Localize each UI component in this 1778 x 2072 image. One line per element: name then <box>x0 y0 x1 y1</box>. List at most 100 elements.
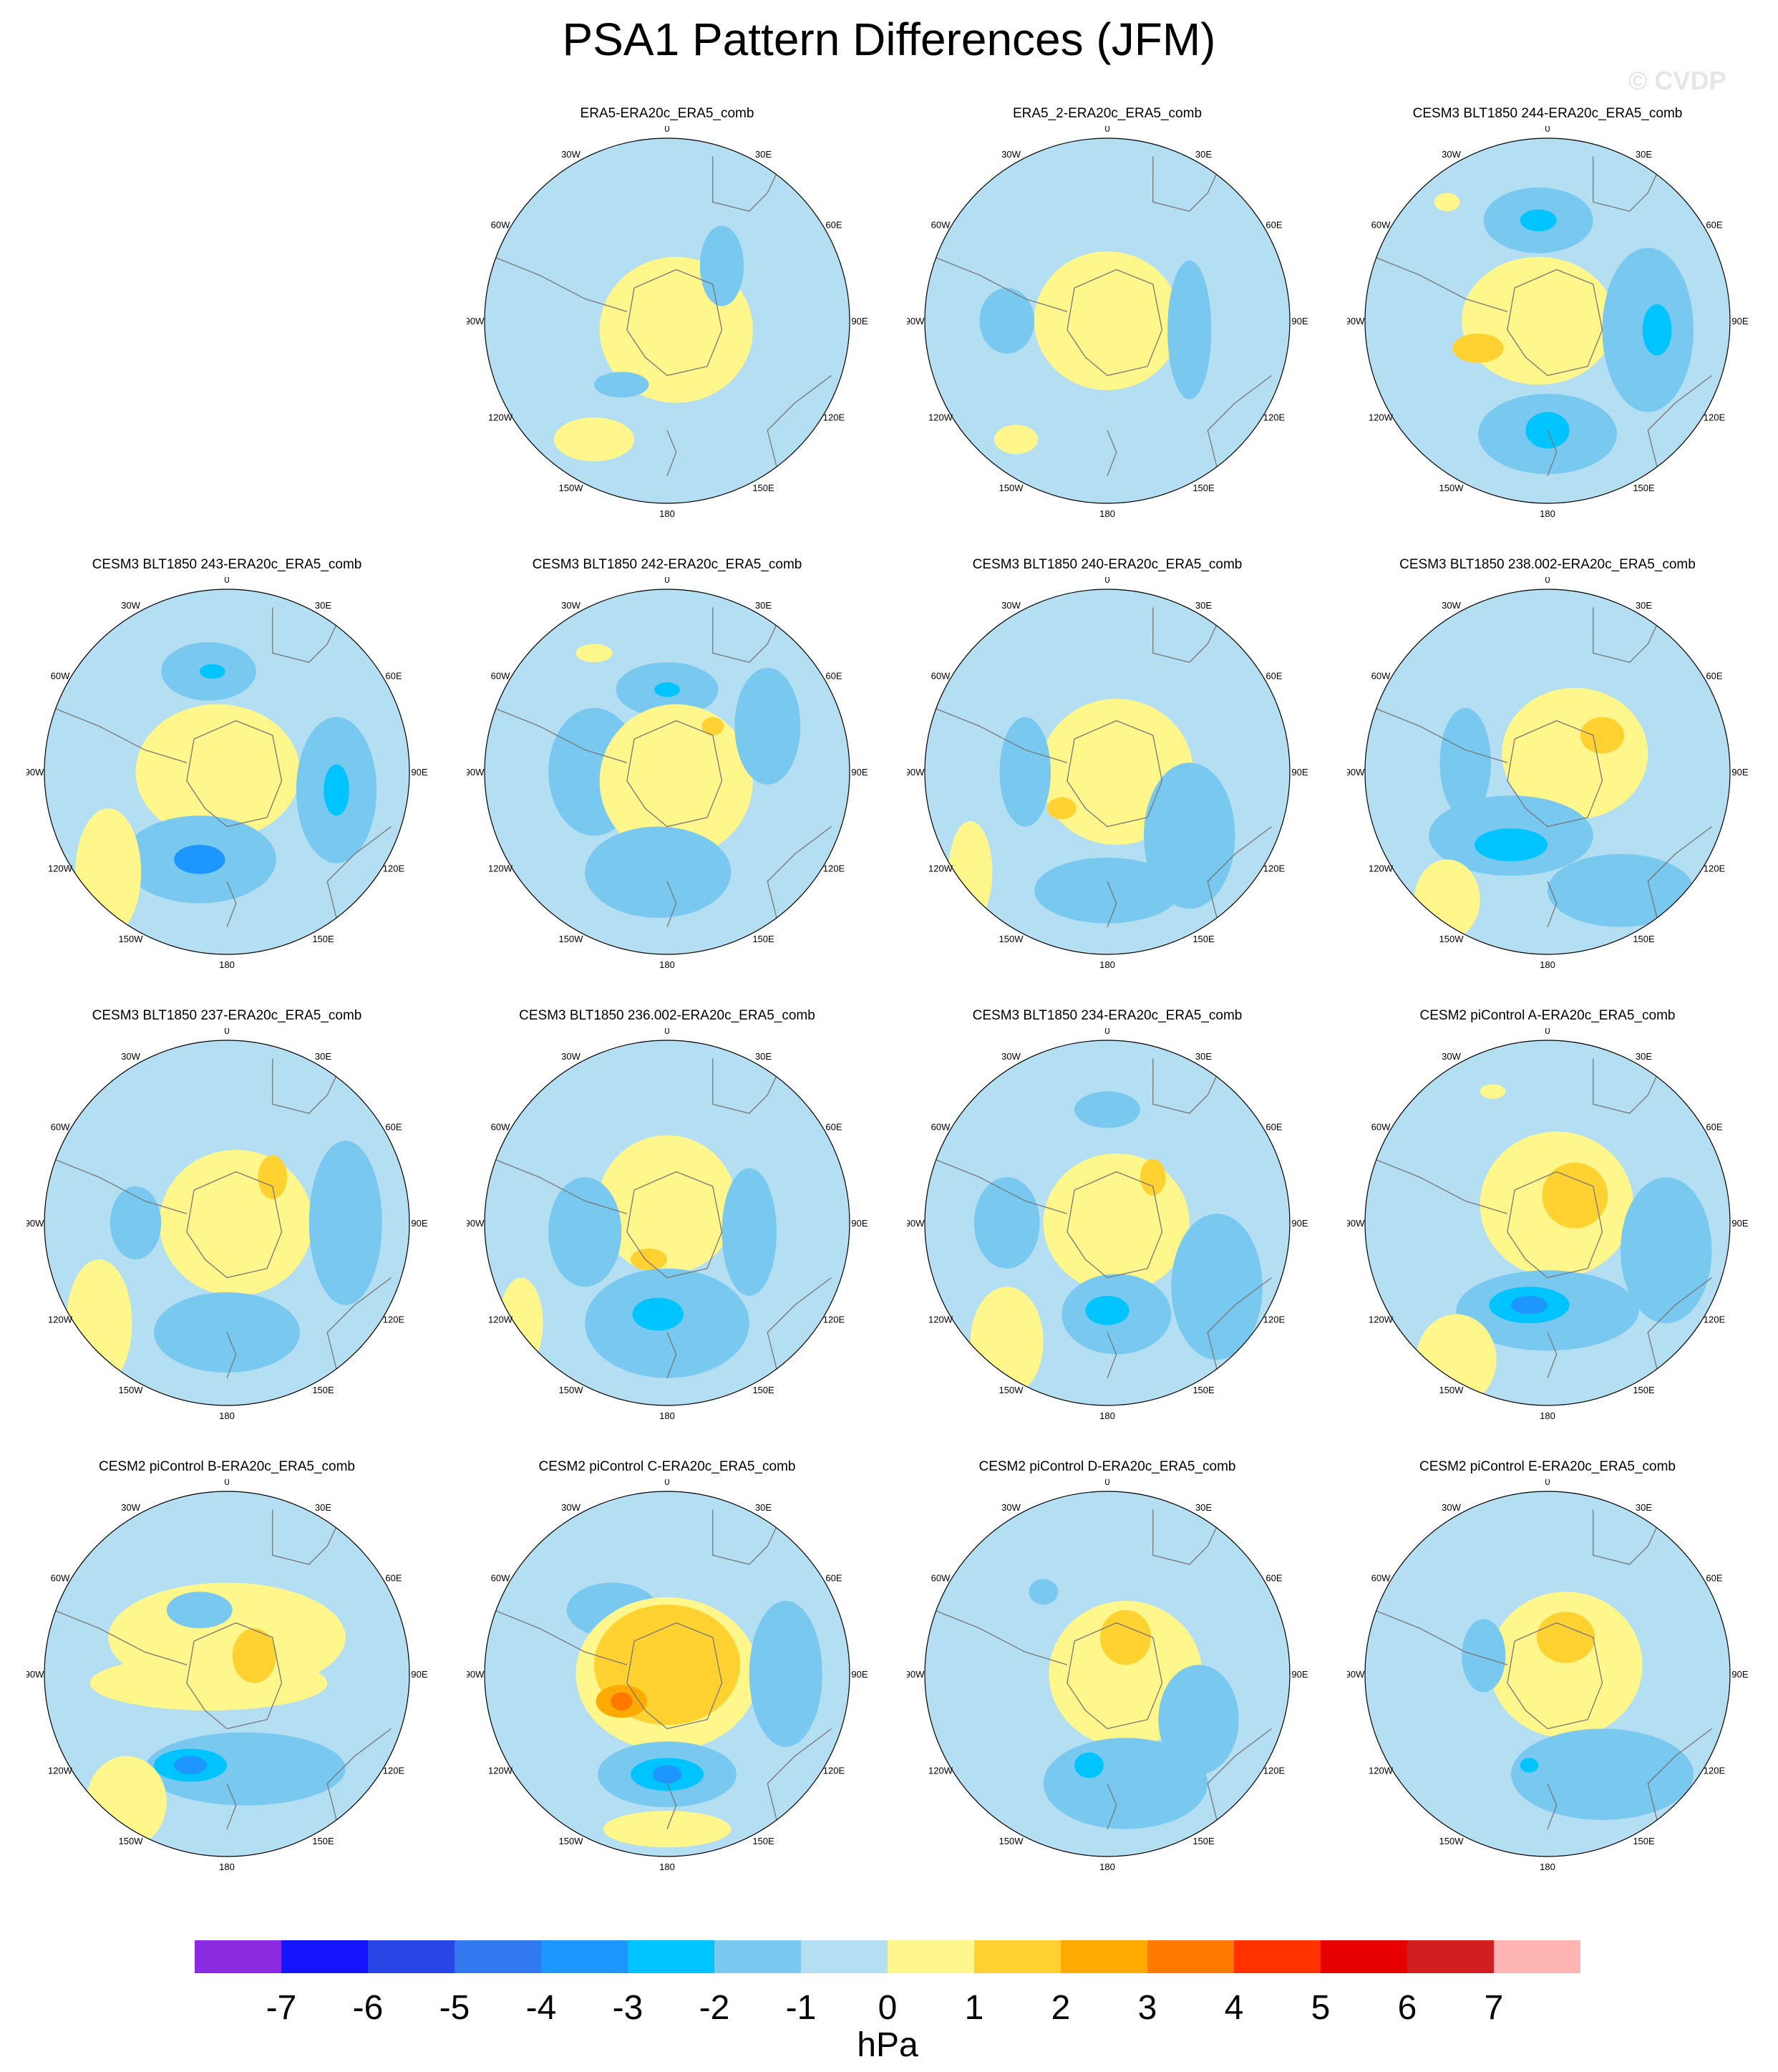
longitude-label: 150E <box>1633 934 1655 944</box>
contour-region <box>1074 1752 1104 1778</box>
coastline <box>326 826 392 919</box>
polar-map: 0 30E 60E 90E 120E 150E 180 150W 120W 90W 60W 30W <box>907 126 1308 519</box>
longitude-label: 150E <box>1633 1836 1655 1846</box>
longitude-label: 150W <box>119 1836 144 1846</box>
longitude-label: 0 <box>664 1479 669 1487</box>
contour-region <box>1462 256 1616 385</box>
contour-region <box>632 1297 684 1331</box>
coastline <box>933 1158 1068 1214</box>
longitude-label: 150E <box>1192 1836 1215 1846</box>
coastline <box>1152 1058 1221 1114</box>
longitude-label: 30E <box>1636 1051 1652 1062</box>
longitude-label: 180 <box>1540 1410 1555 1421</box>
panel-title: CESM2 piControl B-ERA20c_ERA5_comb <box>99 1459 355 1474</box>
longitude-label: 30E <box>315 600 331 611</box>
longitude-label: 150E <box>752 1836 774 1846</box>
coastline <box>1067 268 1163 377</box>
longitude-label: 30W <box>121 1502 140 1513</box>
longitude-label: 30W <box>1001 600 1021 611</box>
colorbar-swatch <box>1147 1940 1234 1973</box>
polar-map: 0 30E 60E 90E 120E 150E 180 150W 120W 90W 60W 30W <box>467 577 868 970</box>
coastline <box>1547 1783 1558 1829</box>
longitude-label: 120E <box>823 412 845 423</box>
longitude-label: 150W <box>999 1385 1024 1395</box>
longitude-label: 120E <box>823 1315 845 1325</box>
contour-region <box>174 845 225 874</box>
map-border <box>924 137 1291 504</box>
map-panel: CESM3 BLT1850 243-ERA20c_ERA5_comb 0 30E 60… <box>26 557 427 987</box>
colorbar-swatch <box>1407 1940 1494 1973</box>
contour-region <box>199 664 225 679</box>
longitude-label: 150E <box>752 483 774 493</box>
contour-region <box>652 1765 682 1783</box>
contour-region <box>1043 1153 1190 1292</box>
longitude-label: 150E <box>752 934 774 944</box>
longitude-label: 150W <box>999 1836 1024 1846</box>
longitude-label: 90E <box>1731 1669 1748 1680</box>
coastline <box>626 720 723 828</box>
contour-region <box>979 288 1034 354</box>
coastline <box>666 430 677 476</box>
longitude-label: 120E <box>1263 1766 1286 1776</box>
coastline <box>1107 1332 1117 1378</box>
longitude-label: 60W <box>931 1573 951 1584</box>
coastline <box>767 826 832 919</box>
contour-region <box>89 1655 328 1710</box>
coastline <box>933 256 1068 312</box>
coastline <box>1374 256 1508 312</box>
colorbar-swatch <box>1234 1940 1321 1973</box>
coastline <box>1107 1783 1117 1829</box>
longitude-label: 120W <box>928 412 953 423</box>
longitude-label: 120W <box>1369 1766 1394 1776</box>
longitude-label: 150E <box>1633 1385 1655 1395</box>
longitude-label: 60E <box>1266 671 1282 682</box>
polar-map: 0 30E 60E 90E 120E 150E 180 150W 120W 90W 60W 30W <box>467 1028 868 1421</box>
map-border <box>1364 137 1731 504</box>
contour-region <box>75 808 142 936</box>
longitude-label: 30W <box>121 600 140 611</box>
longitude-label: 90E <box>411 1669 427 1680</box>
map-border <box>44 1040 410 1406</box>
contour-region <box>1099 1609 1152 1665</box>
longitude-label: 90E <box>411 1218 427 1229</box>
longitude-label: 30E <box>1636 1502 1652 1513</box>
coastline <box>767 374 832 468</box>
coastline <box>1507 1171 1603 1279</box>
map-panel: CESM3 BLT1850 242-ERA20c_ERA5_comb 0 30E 60… <box>467 557 868 987</box>
contour-region <box>749 1601 822 1747</box>
colorbar-swatch <box>888 1940 974 1973</box>
coastline <box>712 156 781 212</box>
contour-region <box>1034 251 1180 390</box>
longitude-label: 150E <box>312 1836 334 1846</box>
longitude-label: 30W <box>1442 600 1461 611</box>
longitude-label: 90W <box>467 1669 485 1680</box>
coastline <box>1207 1728 1272 1821</box>
longitude-label: 60W <box>491 671 510 682</box>
coastline <box>1547 881 1558 927</box>
longitude-label: 90W <box>907 1218 925 1229</box>
longitude-label: 0 <box>1545 577 1550 585</box>
contour-region <box>1548 853 1694 927</box>
panel-title: CESM2 piControl D-ERA20c_ERA5_comb <box>978 1459 1236 1474</box>
colorbar-swatch <box>1061 1940 1147 1973</box>
coastline <box>53 1609 188 1665</box>
colorbar-swatch <box>368 1940 455 1973</box>
longitude-label: 180 <box>1099 508 1115 519</box>
longitude-label: 60E <box>825 671 842 682</box>
coastline <box>1647 1728 1712 1821</box>
coastline <box>933 1609 1068 1665</box>
longitude-label: 120W <box>48 1766 73 1776</box>
colorbar-tick-label: 1 <box>965 1989 984 2027</box>
polar-map: 0 30E 60E 90E 120E 150E 180 150W 120W 90W 60W 30W <box>1347 577 1748 970</box>
longitude-label: 60E <box>1266 1573 1282 1584</box>
map-border <box>1364 1491 1731 1857</box>
panel-title: CESM2 piControl C-ERA20c_ERA5_comb <box>538 1459 796 1474</box>
longitude-label: 0 <box>1104 1028 1109 1036</box>
map-panel: CESM2 piControl B-ERA20c_ERA5_comb 0 30E 60… <box>26 1459 427 1889</box>
map-border <box>484 137 850 504</box>
longitude-label: 180 <box>219 959 235 970</box>
longitude-label: 120W <box>928 1766 953 1776</box>
longitude-label: 30E <box>1636 600 1652 611</box>
longitude-label: 150W <box>999 483 1024 493</box>
contour-region <box>575 644 613 662</box>
